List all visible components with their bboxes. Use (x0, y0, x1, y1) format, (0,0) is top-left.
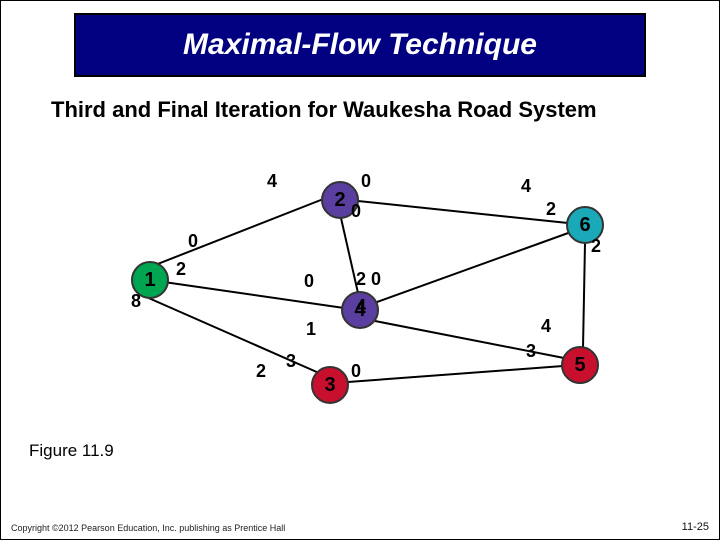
edge-weight: 3 (286, 351, 296, 372)
edge-weight: 4 (267, 171, 277, 192)
page-number: 11-25 (682, 521, 709, 533)
edge-weight: 0 (304, 271, 314, 292)
edge-weight: 8 (131, 291, 141, 312)
edge-weight: 0 (351, 201, 361, 222)
edge-weight: 4 (541, 316, 551, 337)
edge-weight: 2 (176, 259, 186, 280)
edge-weight: 0 (361, 171, 371, 192)
title-bar: Maximal-Flow Technique (76, 15, 644, 75)
edge-weight: 1 (306, 319, 316, 340)
slide-page: Maximal-Flow Technique Third and Final I… (0, 0, 720, 540)
edge-weight: 2 (256, 361, 266, 382)
edge-weight: 0 (188, 231, 198, 252)
slide-subtitle: Third and Final Iteration for Waukesha R… (51, 97, 597, 123)
node-label: 2 (334, 189, 345, 212)
figure-label: Figure 11.9 (29, 441, 114, 461)
node-3: 3 (311, 366, 349, 404)
edge-weight: 0 (351, 361, 361, 382)
node-label: 5 (574, 354, 585, 377)
edge-weight: 2 (591, 236, 601, 257)
edge-weight: 0 (371, 269, 381, 290)
node-label: 3 (324, 374, 335, 397)
edge-weight: 4 (356, 296, 366, 317)
edge-weight: 2 (356, 269, 366, 290)
node-label: 1 (144, 269, 155, 292)
edge-weight: 3 (526, 341, 536, 362)
slide-title: Maximal-Flow Technique (183, 28, 537, 62)
node-5: 5 (561, 346, 599, 384)
edge-weight: 4 (521, 176, 531, 197)
node-label: 6 (579, 214, 590, 237)
copyright-text: Copyright ©2012 Pearson Education, Inc. … (11, 523, 285, 533)
flow-diagram: 1 2 3 4 5 6 4 0 0 4 2 2 0 2 8 0 2 0 4 1 … (1, 141, 720, 481)
edge-weight: 2 (546, 199, 556, 220)
